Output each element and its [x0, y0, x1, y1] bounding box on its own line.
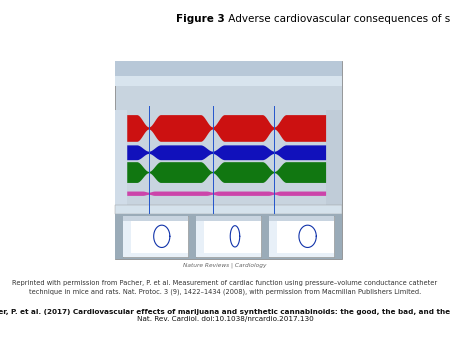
- Bar: [123, 253, 188, 257]
- Bar: [115, 61, 342, 76]
- Bar: [196, 253, 261, 257]
- Bar: [115, 110, 127, 213]
- Polygon shape: [127, 115, 326, 142]
- Bar: [196, 216, 261, 221]
- Bar: [115, 214, 342, 259]
- Bar: [196, 221, 204, 257]
- Bar: [269, 253, 334, 257]
- Text: Pacher, P. et al. (2017) Cardiovascular effects of marijuana and synthetic canna: Pacher, P. et al. (2017) Cardiovascular …: [0, 309, 450, 315]
- Text: Nature Reviews | Cardiology: Nature Reviews | Cardiology: [183, 263, 267, 268]
- Text: Adverse cardiovascular consequences of synthetic cannabinoids: Adverse cardiovascular consequences of s…: [225, 14, 450, 24]
- Bar: [123, 216, 188, 221]
- Bar: [123, 216, 188, 257]
- Bar: [269, 216, 334, 221]
- Bar: [115, 205, 342, 214]
- Bar: [115, 76, 342, 86]
- Bar: [196, 216, 261, 257]
- Polygon shape: [127, 162, 326, 183]
- Bar: [115, 61, 342, 259]
- Text: Reprinted with permission from Pacher, P. et al. Measurement of cardiac function: Reprinted with permission from Pacher, P…: [13, 281, 437, 295]
- Text: Figure 3: Figure 3: [176, 14, 225, 24]
- Text: Nat. Rev. Cardiol. doi:10.1038/nrcardio.2017.130: Nat. Rev. Cardiol. doi:10.1038/nrcardio.…: [137, 316, 313, 322]
- Bar: [269, 216, 334, 257]
- Polygon shape: [127, 145, 326, 160]
- Polygon shape: [127, 192, 326, 196]
- Bar: [123, 221, 131, 257]
- Bar: [269, 221, 277, 257]
- Bar: [326, 110, 342, 213]
